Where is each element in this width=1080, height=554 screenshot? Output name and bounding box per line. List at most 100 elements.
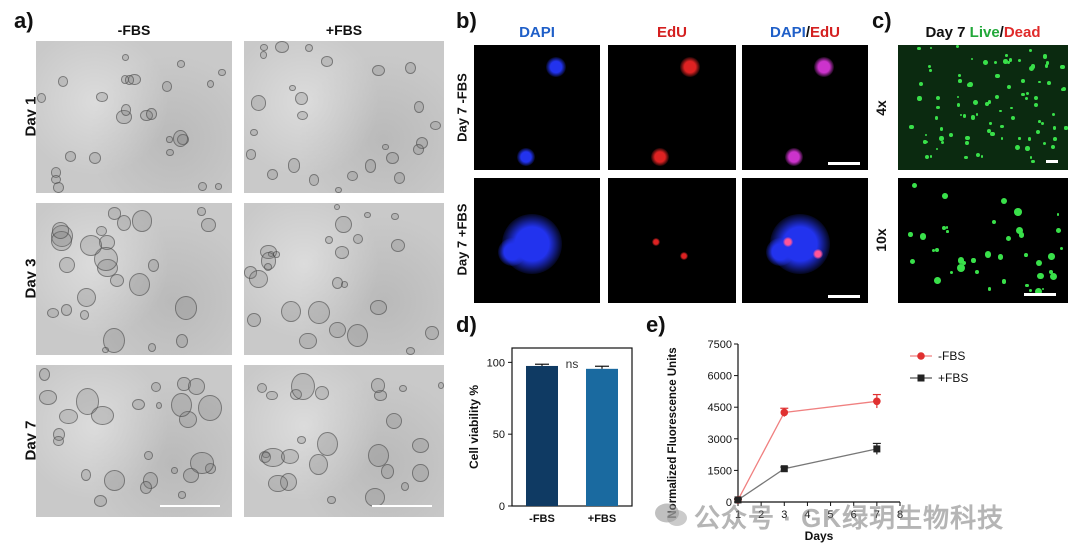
live-cell bbox=[1016, 227, 1024, 235]
cell-spheroid bbox=[370, 378, 386, 393]
live-cell bbox=[1018, 137, 1021, 140]
cell-spheroid bbox=[412, 464, 429, 483]
data-point bbox=[780, 408, 789, 417]
panel-c-title: Day 7 Live/Dead bbox=[925, 24, 1041, 41]
scale-bar bbox=[372, 505, 432, 507]
cell-spheroid bbox=[144, 450, 154, 461]
cell-spheroid bbox=[198, 394, 222, 421]
cell-spheroid bbox=[91, 406, 115, 426]
cell-spheroid bbox=[256, 382, 268, 394]
cell-spheroid bbox=[129, 273, 151, 296]
live-cell bbox=[971, 258, 976, 263]
cell-spheroid bbox=[147, 343, 156, 353]
cell-spheroid bbox=[103, 327, 126, 354]
cell-spheroid bbox=[58, 256, 75, 274]
panel-b-row-minus-fbs: Day 7 -FBS bbox=[454, 73, 470, 142]
nucleus-cluster bbox=[680, 57, 700, 77]
live-cell bbox=[1006, 84, 1012, 90]
cell-spheroid bbox=[93, 495, 107, 507]
live-cell bbox=[1044, 64, 1049, 68]
cell-spheroid bbox=[412, 144, 424, 156]
cell-spheroid bbox=[308, 300, 331, 325]
live-cell bbox=[1025, 92, 1029, 96]
panel-c-row-4x: 4x bbox=[873, 100, 889, 116]
live-cell bbox=[1049, 270, 1053, 274]
micrograph-day1-minus-fbs bbox=[36, 41, 232, 193]
live-cell bbox=[964, 135, 970, 141]
cell-spheroid bbox=[390, 212, 399, 221]
cell-spheroid bbox=[400, 481, 409, 491]
live-cell bbox=[934, 116, 939, 120]
cell-spheroid bbox=[368, 444, 390, 468]
live-cell bbox=[1060, 87, 1065, 92]
live-cell bbox=[1000, 124, 1005, 129]
live-cell bbox=[949, 132, 954, 137]
legend-label: -FBS bbox=[938, 349, 965, 363]
cell-spheroid bbox=[364, 212, 371, 219]
live-dead-image-4x bbox=[898, 45, 1068, 170]
live-cell bbox=[1042, 288, 1045, 291]
panel-b-letter: b) bbox=[456, 8, 477, 33]
live-cell bbox=[1051, 145, 1056, 150]
live-cell bbox=[946, 226, 949, 229]
cell-spheroid bbox=[394, 171, 406, 184]
live-cell bbox=[1025, 146, 1030, 151]
cell-spheroid bbox=[288, 84, 296, 91]
live-cell bbox=[1056, 228, 1062, 234]
panel-b-col-dapi: DAPI bbox=[519, 24, 555, 41]
live-cell bbox=[1033, 102, 1038, 107]
cell-spheroid bbox=[64, 151, 77, 162]
cell-spheroid bbox=[81, 468, 92, 481]
cell-spheroid bbox=[325, 235, 334, 244]
y-tick-label: 7500 bbox=[708, 339, 732, 351]
x-tick-label: 4 bbox=[804, 509, 810, 521]
live-cell bbox=[1020, 78, 1025, 83]
micrograph-day7-minus-fbs bbox=[36, 365, 232, 517]
live-cell bbox=[1047, 81, 1052, 86]
live-cell bbox=[934, 247, 939, 252]
cell-spheroid bbox=[79, 235, 102, 256]
cell-spheroid bbox=[218, 68, 226, 76]
live-cell bbox=[971, 58, 974, 61]
live-cell bbox=[924, 154, 930, 160]
cell-spheroid bbox=[53, 435, 64, 447]
cell-spheroid bbox=[176, 60, 186, 69]
live-cell bbox=[987, 287, 991, 291]
cell-spheroid bbox=[327, 496, 336, 505]
cell-spheroid bbox=[198, 181, 208, 192]
live-cell bbox=[1005, 236, 1011, 242]
cell-spheroid bbox=[171, 467, 178, 474]
y-axis-label: Cell viability % bbox=[467, 385, 481, 469]
live-cell bbox=[909, 124, 914, 130]
live-cell bbox=[1036, 259, 1043, 266]
nucleus-cluster bbox=[546, 57, 566, 77]
live-cell bbox=[958, 78, 963, 83]
live-cell bbox=[1041, 121, 1045, 125]
bar-fbs bbox=[526, 365, 558, 506]
cell-spheroid bbox=[94, 246, 118, 272]
watermark-text: 公众号 · GK绿玥生物科技 bbox=[694, 503, 1005, 533]
cell-spheroid bbox=[162, 81, 173, 92]
x-tick-label: 8 bbox=[897, 509, 903, 521]
cell-spheroid bbox=[297, 110, 309, 121]
cell-spheroid bbox=[102, 346, 110, 354]
live-cell bbox=[929, 46, 932, 50]
cell-spheroid bbox=[174, 296, 198, 320]
data-point bbox=[780, 465, 788, 473]
live-cell bbox=[939, 136, 944, 141]
live-cell bbox=[941, 193, 948, 200]
cell-spheroid bbox=[132, 398, 146, 410]
cell-spheroid bbox=[274, 41, 289, 54]
x-tick-label: 7 bbox=[874, 509, 880, 521]
live-cell bbox=[1045, 61, 1050, 65]
cell-spheroid bbox=[260, 51, 267, 59]
live-cell bbox=[994, 94, 1000, 100]
live-cell bbox=[942, 226, 947, 231]
panel-b-col-merge: DAPI/EdU bbox=[769, 24, 840, 41]
fluor-image-plus-fbs-dapi bbox=[474, 178, 600, 303]
merged-cell bbox=[813, 249, 823, 259]
live-cell bbox=[980, 155, 984, 159]
live-cell bbox=[1037, 272, 1044, 280]
cell-spheroid bbox=[335, 215, 352, 234]
data-point bbox=[734, 496, 742, 504]
